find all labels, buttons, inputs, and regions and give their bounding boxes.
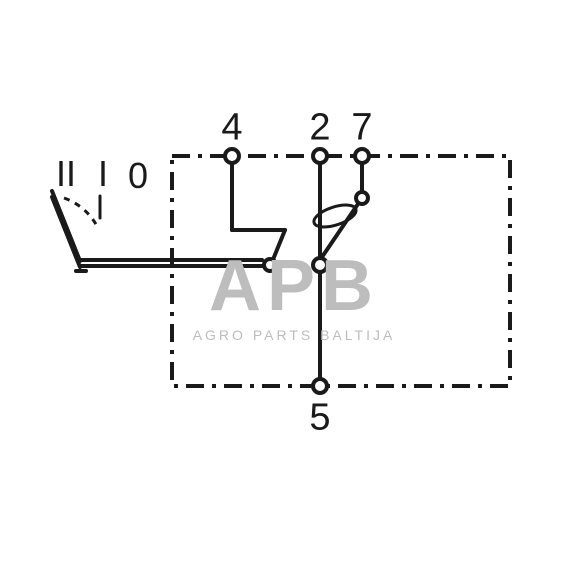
actuator-label-0: 0 xyxy=(128,155,148,197)
pin-label-2: 2 xyxy=(309,107,330,150)
actuator-label-I: I xyxy=(98,153,108,195)
schematic-svg xyxy=(0,0,588,588)
pin-label-5: 5 xyxy=(309,397,330,440)
actuator-label-II: II xyxy=(56,153,76,195)
pin-label-4: 4 xyxy=(221,107,242,150)
pin-label-7: 7 xyxy=(351,107,372,150)
schematic-stage: APB AGRO PARTS BALTIJA 4 2 7 5 0 I II xyxy=(0,0,588,588)
